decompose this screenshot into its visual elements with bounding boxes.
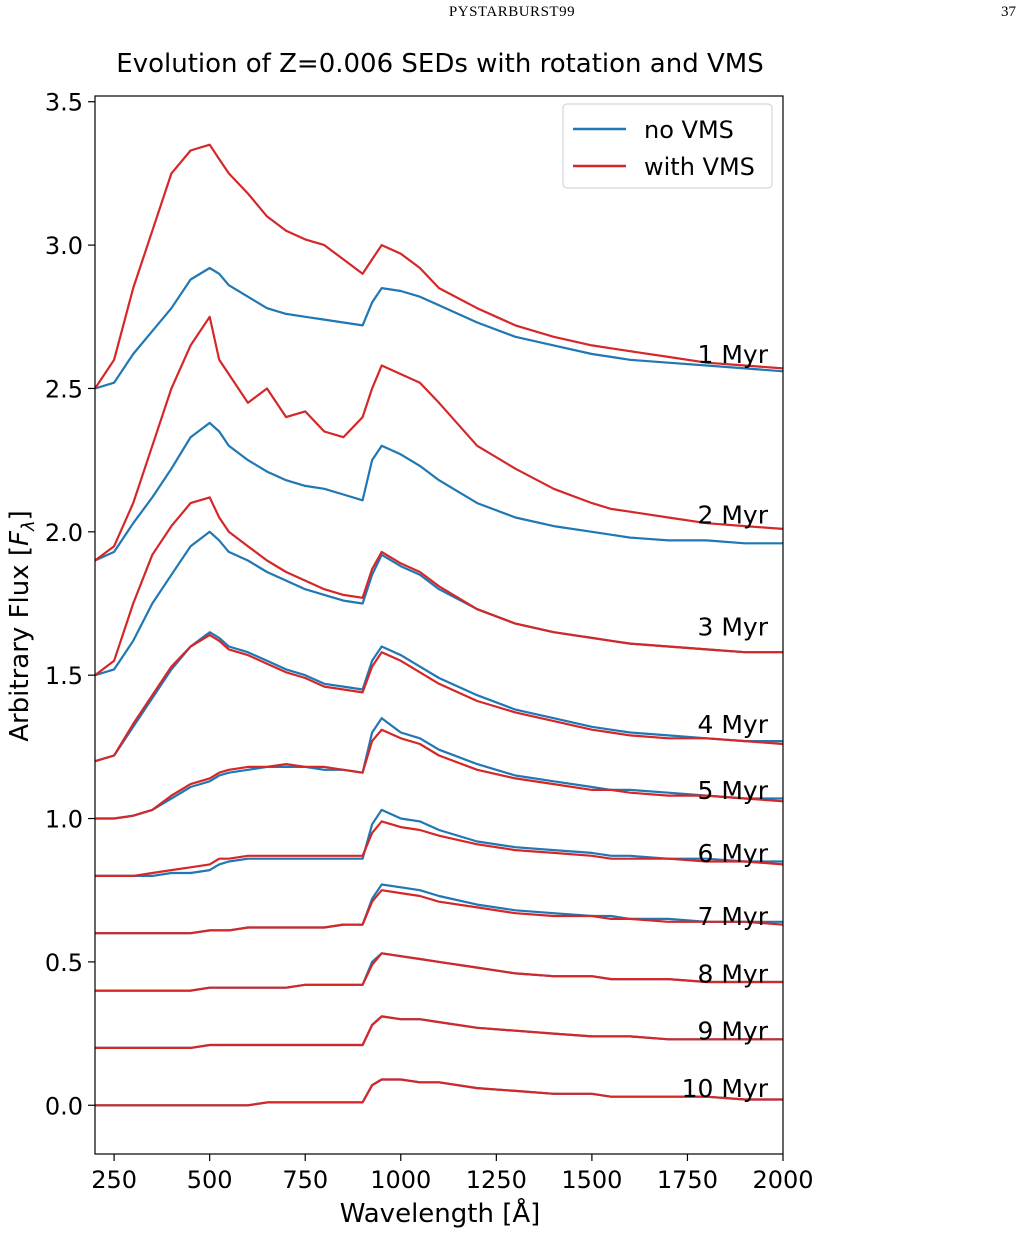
series-line-with-vms-4-myr xyxy=(94,633,784,763)
x-tick-label: 250 xyxy=(91,1166,137,1194)
y-tick-label: 3.0 xyxy=(45,232,83,260)
series-line-no-vms-7-myr xyxy=(95,883,783,935)
x-tick-label: 1000 xyxy=(370,1166,431,1194)
age-labels-layer: 1 Myr 2 Myr 3 Myr 4 Myr 5 Myr 6 Myr 7 Myr 8 Myr… xyxy=(682,340,769,1103)
y-tick-label: 0.5 xyxy=(45,949,83,977)
age-label: 9 Myr xyxy=(698,1017,769,1046)
age-label: 8 Myr xyxy=(698,959,769,988)
x-tick-label: 500 xyxy=(187,1166,233,1194)
legend-entry-label: no VMS xyxy=(644,116,734,144)
y-tick-label: 1.5 xyxy=(45,662,83,690)
x-tick-label: 2000 xyxy=(752,1166,813,1194)
y-tick-label: 1.0 xyxy=(45,806,83,834)
age-label: 2 Myr xyxy=(698,501,769,530)
series-line-no-vms-5-myr xyxy=(95,717,783,820)
series-line-no-vms-6-myr xyxy=(95,808,783,877)
series-line-with-vms-5-myr xyxy=(95,728,784,820)
age-label: 1 Myr xyxy=(698,340,769,369)
series-line-with-vms-3-myr xyxy=(94,496,783,677)
series-line-with-vms-2-myr xyxy=(94,315,784,562)
series-line-no-vms-8-myr xyxy=(95,952,783,992)
series-line-with-vms-8-myr xyxy=(95,952,783,992)
running-head: PYSTARBURST99 37 xyxy=(0,4,1024,28)
legend-entry-label: with VMS xyxy=(644,153,755,181)
series-line-no-vms-4-myr xyxy=(94,631,783,763)
y-tick-label: 2.5 xyxy=(45,375,83,403)
x-axis-label: Wavelength [Å] xyxy=(340,1197,541,1229)
series-line-with-vms-10-myr xyxy=(95,1078,783,1107)
y-tick-label: 3.5 xyxy=(45,89,83,117)
x-tick-label: 1250 xyxy=(466,1166,527,1194)
series-line-with-vms-1-myr xyxy=(94,143,784,390)
axes-layer: 250 500 750 1000 1250 1500 1750 2000 0.0 0.5 1.0 1.… xyxy=(45,89,814,1194)
legend: no VMS with VMS xyxy=(562,103,773,189)
page-number: 37 xyxy=(1001,4,1016,20)
age-label: 6 Myr xyxy=(698,839,769,868)
running-title: PYSTARBURST99 xyxy=(448,4,576,20)
series-line-with-vms-9-myr xyxy=(95,1015,783,1049)
x-tick-label: 1750 xyxy=(657,1166,718,1194)
y-axis-label: Arbitrary Flux [Fλ] xyxy=(5,510,39,742)
plot-frame xyxy=(94,95,784,1155)
series-layer xyxy=(94,143,784,1107)
age-label: 3 Myr xyxy=(698,612,769,641)
age-label: 5 Myr xyxy=(698,776,769,805)
series-line-no-vms-3-myr xyxy=(94,530,783,677)
series-line-with-vms-6-myr xyxy=(95,820,784,877)
series-line-no-vms-2-myr xyxy=(94,421,783,562)
series-line-with-vms-7-myr xyxy=(95,889,784,935)
y-tick-label: 2.0 xyxy=(45,519,83,547)
age-label: 7 Myr xyxy=(698,902,769,931)
series-line-no-vms-1-myr xyxy=(94,266,784,390)
age-label: 4 Myr xyxy=(698,710,769,739)
y-tick-label: 0.0 xyxy=(45,1092,83,1120)
age-label: 10 Myr xyxy=(682,1074,769,1103)
x-tick-label: 750 xyxy=(282,1166,328,1194)
chart-title: Evolution of Z=0.006 SEDs with rotation … xyxy=(116,49,763,79)
x-tick-label: 1500 xyxy=(561,1166,622,1194)
